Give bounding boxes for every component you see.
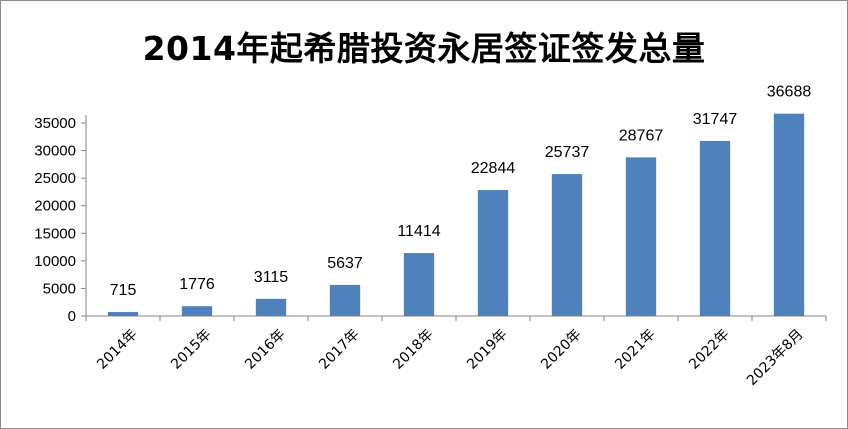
x-tick-label: 2020年 [538, 326, 584, 372]
data-label: 36688 [767, 84, 812, 101]
bar [403, 253, 435, 316]
bar [773, 113, 805, 316]
y-tick-label: 35000 [34, 115, 76, 132]
data-label: 22844 [471, 160, 516, 177]
bar [181, 306, 213, 316]
y-tick-label: 20000 [34, 198, 76, 215]
x-tick-label: 2022年 [686, 326, 732, 372]
y-tick-label: 5000 [43, 280, 76, 297]
data-label: 25737 [545, 144, 590, 161]
y-tick-label: 15000 [34, 225, 76, 242]
bar [551, 174, 583, 316]
x-tick-label: 2017年 [316, 326, 362, 372]
data-label: 3115 [254, 269, 289, 286]
x-tick-label: 2019年 [464, 326, 510, 372]
y-tick-label: 10000 [34, 253, 76, 270]
data-label: 31747 [693, 111, 738, 128]
x-tick-label: 2015年 [168, 326, 214, 372]
y-tick-label: 0 [68, 308, 76, 325]
data-label: 1776 [179, 276, 215, 293]
y-axis: 0 5000 10000 15000 20000 25000 30000 35000 [34, 115, 87, 325]
bar [107, 312, 139, 316]
bar [699, 140, 731, 316]
x-axis: 2014年 2015年 2016年 2017年 2018年 2019年 2020年 2021年… [85, 315, 827, 389]
x-tick-label: 2023年8月 [744, 326, 807, 389]
x-tick-label: 2016年 [242, 326, 288, 372]
bar [329, 284, 361, 316]
data-label: 5637 [327, 255, 363, 272]
x-tick-label: 2014年 [94, 326, 140, 372]
bar [625, 157, 657, 316]
chart-title: 2014年起希腊投资永居签证签发总量 [142, 29, 706, 68]
x-tick-label: 2018年 [390, 326, 436, 372]
data-label: 11414 [397, 223, 440, 240]
data-label: 715 [110, 282, 137, 299]
bars [107, 113, 805, 316]
bar [255, 298, 287, 316]
data-labels: 715 1776 3115 5637 11414 22844 25737 28767 31747… [110, 84, 812, 299]
x-tick-label: 2021年 [612, 326, 658, 372]
y-tick-label: 25000 [34, 170, 76, 187]
data-label: 28767 [619, 127, 664, 144]
bar [477, 190, 509, 316]
y-tick-label: 30000 [34, 143, 76, 160]
